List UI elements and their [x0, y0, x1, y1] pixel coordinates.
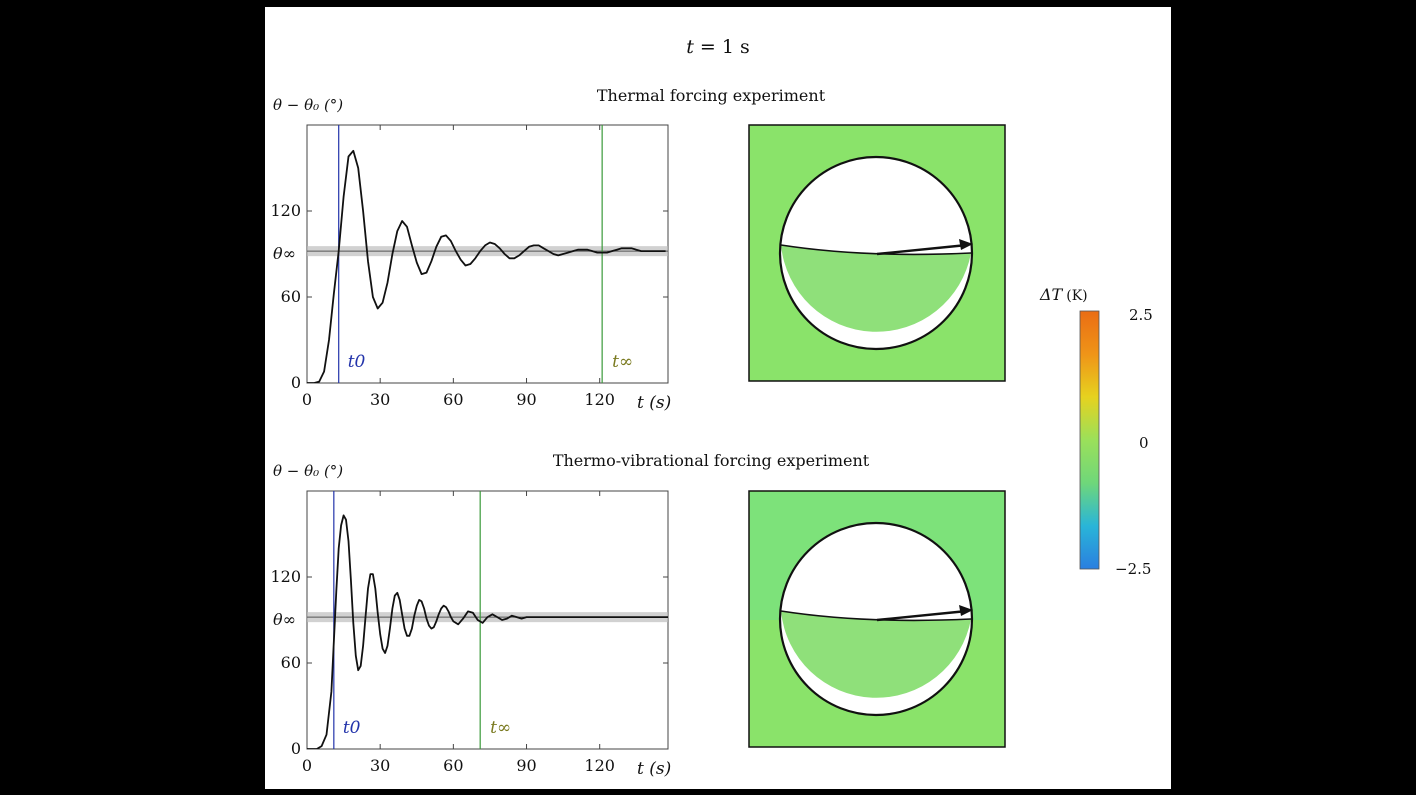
colorbar-gradient: [1079, 310, 1100, 570]
colorbar-symbol: ΔT: [1039, 285, 1064, 304]
y-tick-label: 120: [270, 567, 301, 586]
thermo-vibrational-chart: Thermo-vibrational forcing experiment θ …: [270, 451, 869, 779]
y-tick-label: 0: [291, 739, 301, 758]
y-axis-label: θ − θ₀ (°): [273, 462, 343, 480]
y-tick-label: 60: [281, 653, 301, 672]
x-tick-label: 120: [584, 756, 615, 775]
colorbar-tick-min: −2.5: [1115, 560, 1151, 578]
angle-series-line: [307, 149, 666, 383]
figure-svg: t = 1 s Thermal forcing experiment θ − θ…: [270, 36, 1153, 779]
x-axis-label: t (s): [637, 759, 671, 779]
liquid-surface: [780, 244, 972, 256]
droplet-outline: [778, 155, 974, 351]
arrow-head-icon: [959, 239, 973, 250]
t-inf-label: t∞: [612, 352, 633, 372]
y-tick-label: 0: [291, 373, 301, 392]
thermo-vibrational-simulation-panel: [748, 490, 1006, 748]
x-tick-label: 60: [443, 390, 463, 409]
x-tick-label: 0: [302, 756, 312, 775]
x-tick-label: 30: [370, 390, 390, 409]
colorbar: ΔT (K) 2.5 0 −2.5: [1039, 285, 1153, 578]
liquid-region: [781, 611, 971, 698]
time-header: t = 1 s: [686, 36, 750, 58]
x-tick-label: 90: [516, 390, 536, 409]
orientation-arrow: [876, 243, 968, 256]
colorbar-tick-max: 2.5: [1129, 306, 1153, 324]
liquid-surface: [780, 610, 972, 622]
angle-series-line: [307, 514, 668, 749]
time-symbol: t: [686, 36, 694, 58]
thermal-forcing-chart: Thermal forcing experiment θ − θ₀ (°) 0 3…: [270, 86, 825, 413]
theta-inf-label: θ∞: [273, 244, 296, 263]
figure-canvas: t = 1 s Thermal forcing experiment θ − θ…: [265, 7, 1171, 789]
y-axis-label: θ − θ₀ (°): [273, 96, 343, 114]
y-tick-label: 120: [270, 201, 301, 220]
colorbar-label: ΔT (K): [1039, 285, 1088, 304]
x-tick-label: 60: [443, 756, 463, 775]
t0-label: t0: [343, 718, 361, 738]
x-tick-label: 120: [584, 390, 615, 409]
theta-inf-label: θ∞: [273, 610, 296, 629]
y-tick-label: 60: [281, 287, 301, 306]
x-tick-label: 0: [302, 390, 312, 409]
chart-title: Thermo-vibrational forcing experiment: [553, 451, 870, 470]
x-tick-label: 90: [516, 756, 536, 775]
x-tick-label: 30: [370, 756, 390, 775]
colorbar-tick-zero: 0: [1139, 434, 1149, 452]
orientation-arrow: [876, 609, 968, 622]
x-axis-label: t (s): [637, 393, 671, 413]
thermal-simulation-panel: [748, 124, 1006, 382]
chart-title: Thermal forcing experiment: [597, 86, 826, 105]
arrow-head-icon: [959, 605, 973, 616]
t0-label: t0: [348, 352, 366, 372]
droplet-outline: [778, 521, 974, 717]
t-inf-label: t∞: [490, 718, 511, 738]
liquid-region: [781, 245, 971, 332]
time-value: = 1 s: [694, 36, 750, 58]
colorbar-unit: (K): [1066, 288, 1087, 304]
